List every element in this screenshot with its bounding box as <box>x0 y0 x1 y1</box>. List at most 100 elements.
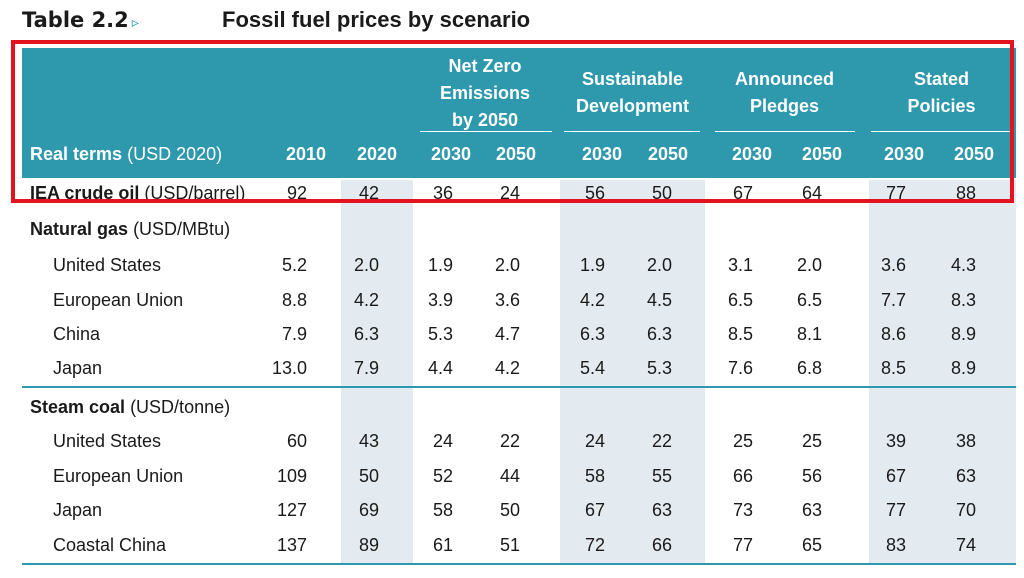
table-cell: 42 <box>358 183 379 203</box>
table-cell: 2.0 <box>646 255 672 275</box>
table-cell: 65 <box>801 535 822 555</box>
table-cell: 67 <box>885 466 906 486</box>
table-cell: 39 <box>885 431 906 451</box>
table-cell: 74 <box>955 535 976 555</box>
table-cell: 73 <box>732 500 753 520</box>
year-header: 2050 <box>495 144 537 164</box>
table-cell: 67 <box>732 183 753 203</box>
table-cell: 24 <box>499 183 520 203</box>
table-cell: 67 <box>584 500 605 520</box>
table-cell: 13.0 <box>271 358 307 378</box>
stripe-2020 <box>341 180 413 563</box>
year-header: 2050 <box>647 144 689 164</box>
table-cell: 66 <box>732 466 753 486</box>
table-cell: 72 <box>584 535 605 555</box>
table-cell: 8.6 <box>880 324 906 344</box>
section-separator <box>22 386 1016 388</box>
table-cell: 70 <box>955 500 976 520</box>
table-cell: 50 <box>651 183 672 203</box>
table-cell: 3.6 <box>880 255 906 275</box>
row-label: Natural gas (USD/MBtu) <box>30 219 231 239</box>
table-cell: 77 <box>885 183 906 203</box>
table-cell: 137 <box>276 535 307 555</box>
table-cell: 6.8 <box>796 358 822 378</box>
year-header: 2030 <box>731 144 773 164</box>
table-cell: 22 <box>499 431 520 451</box>
table-row: IEA crude oil (USD/barrel) 92 42 36 24 56 50 67… <box>22 176 1016 210</box>
table-cell: 5.4 <box>579 358 605 378</box>
table-cell: 4.4 <box>427 358 453 378</box>
row-label: Steam coal (USD/tonne) <box>30 397 231 417</box>
group-underline <box>420 131 552 132</box>
table-cell: 61 <box>432 535 453 555</box>
table-cell: 51 <box>499 535 520 555</box>
section-header-row: Steam coal (USD/tonne) <box>22 390 1016 424</box>
table-cell: 36 <box>432 183 453 203</box>
table-cell: 56 <box>801 466 822 486</box>
table-header <box>22 48 1016 178</box>
table-cell: 1.9 <box>427 255 453 275</box>
table-cell: 2.0 <box>494 255 520 275</box>
table-row: United States 60 43 24 22 24 22 25 25 39 38 <box>22 424 1016 458</box>
table-row: Japan 13.0 7.9 4.4 4.2 5.4 5.3 7.6 6.8 8.5 8.9 <box>22 351 1016 385</box>
table-cell: 63 <box>801 500 822 520</box>
table-cell: 69 <box>358 500 379 520</box>
table-cell: 127 <box>276 500 307 520</box>
table-row: United States 5.2 2.0 1.9 2.0 1.9 2.0 3.1 2.0 3.6… <box>22 248 1016 282</box>
table-cell: 1.9 <box>579 255 605 275</box>
table-number: Table 2.2 <box>22 8 129 32</box>
year-header: 2020 <box>356 144 398 164</box>
table-cell: 22 <box>651 431 672 451</box>
table-cell: 8.9 <box>950 324 976 344</box>
group-underline <box>871 131 1011 132</box>
table-row: Coastal China 137 89 61 51 72 66 77 65 83 74 <box>22 528 1016 562</box>
group-sustainable-development: Sustainable Development <box>575 69 690 116</box>
table-cell: 5.3 <box>427 324 453 344</box>
table-cell: 25 <box>801 431 822 451</box>
table-cell: 24 <box>432 431 453 451</box>
year-header: 2050 <box>953 144 995 164</box>
table-row: China 7.9 6.3 5.3 4.7 6.3 6.3 8.5 8.1 8.6 8.9 <box>22 317 1016 351</box>
table-cell: 5.2 <box>281 255 307 275</box>
group-stated-policies: Stated Policies <box>907 69 976 116</box>
table-cell: 89 <box>358 535 379 555</box>
year-header: 2030 <box>883 144 925 164</box>
table-cell: 4.3 <box>950 255 976 275</box>
table-cell: 6.3 <box>646 324 672 344</box>
table-row: European Union 109 50 52 44 58 55 66 56 67 63 <box>22 459 1016 493</box>
table-cell: 6.5 <box>727 290 753 310</box>
stripe-stated-policies <box>869 180 1016 563</box>
table-cell: 3.1 <box>727 255 753 275</box>
table-cell: 5.3 <box>646 358 672 378</box>
table-cell: 77 <box>885 500 906 520</box>
table-cell: 58 <box>584 466 605 486</box>
table-cell: 8.9 <box>950 358 976 378</box>
table-cell: 4.7 <box>494 324 520 344</box>
row-label: United States <box>53 431 162 451</box>
table-cell: 109 <box>276 466 307 486</box>
table-cell: 64 <box>801 183 822 203</box>
table-cell: 8.8 <box>281 290 307 310</box>
group-underline <box>564 131 700 132</box>
row-label: European Union <box>53 466 184 486</box>
row-label: IEA crude oil (USD/barrel) <box>30 183 246 203</box>
table-cell: 7.9 <box>353 358 379 378</box>
table-cell: 4.5 <box>646 290 672 310</box>
table-cell: 92 <box>286 183 307 203</box>
table-cell: 63 <box>651 500 672 520</box>
table-bottom-rule <box>22 563 1016 565</box>
table-cell: 50 <box>499 500 520 520</box>
table-cell: 56 <box>584 183 605 203</box>
real-terms-label: Real terms (USD 2020) <box>30 144 223 164</box>
table-cell: 8.5 <box>727 324 753 344</box>
triangle-marker-icon: ▹ <box>131 14 139 30</box>
table-cell: 55 <box>651 466 672 486</box>
table-cell: 63 <box>955 466 976 486</box>
table-number-row: Table 2.2 ▹ <box>22 2 139 38</box>
table-cell: 50 <box>358 466 379 486</box>
table-cell: 7.7 <box>880 290 906 310</box>
table-cell: 6.5 <box>796 290 822 310</box>
table-cell: 7.6 <box>727 358 753 378</box>
stripe-sustainable-development <box>560 180 705 563</box>
table-cell: 60 <box>286 431 307 451</box>
